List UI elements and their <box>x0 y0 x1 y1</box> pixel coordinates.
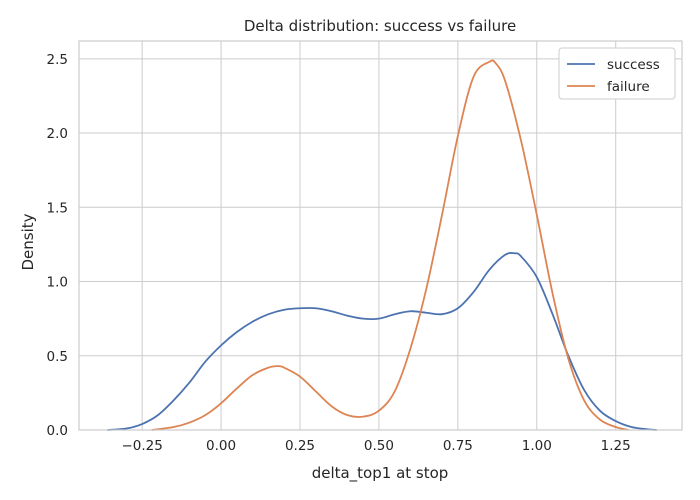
series-line-success <box>107 252 657 431</box>
y-tick-label: 1.0 <box>47 275 68 291</box>
series-layer <box>107 59 657 431</box>
y-axis-label: Density <box>19 213 37 270</box>
x-tick-label: 0.00 <box>206 438 236 454</box>
series-line-failure <box>151 59 629 431</box>
chart-title: Delta distribution: success vs failure <box>244 17 516 35</box>
plot-frame <box>78 40 683 431</box>
x-tick-label: −0.25 <box>121 438 162 454</box>
y-tick-labels: 0.0 0.5 1.0 1.5 2.0 2.5 <box>47 52 68 439</box>
x-tick-label: 0.25 <box>285 438 315 454</box>
x-tick-labels: −0.25 0.00 0.25 0.50 0.75 1.00 1.25 <box>121 438 630 454</box>
y-tick-label: 0.5 <box>47 349 68 365</box>
y-tick-label: 2.0 <box>47 126 68 142</box>
y-tick-label: 2.5 <box>47 52 68 68</box>
legend-label-failure: failure <box>607 79 650 95</box>
x-axis-label: delta_top1 at stop <box>312 464 449 483</box>
legend: success failure <box>558 47 676 100</box>
x-tick-label: 0.50 <box>364 438 394 454</box>
x-tick-label: 1.25 <box>601 438 631 454</box>
x-tick-label: 0.75 <box>443 438 473 454</box>
legend-label-success: success <box>607 57 660 73</box>
y-tick-label: 1.5 <box>47 200 68 216</box>
x-tick-label: 1.00 <box>522 438 552 454</box>
y-tick-label: 0.0 <box>47 423 68 439</box>
